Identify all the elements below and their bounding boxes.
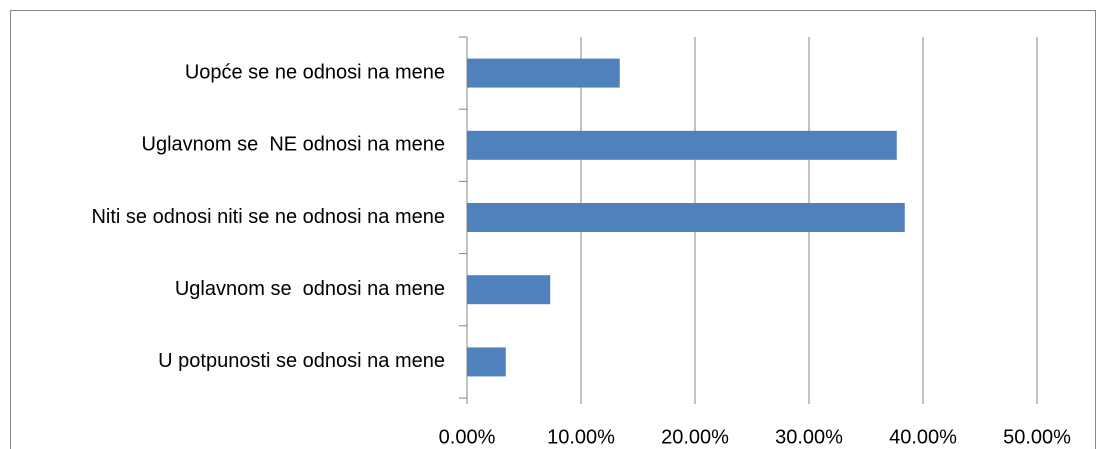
x-tick-label: 30.00%: [775, 426, 843, 448]
x-tick-label: 20.00%: [661, 426, 729, 448]
y-tick-label: Uopće se ne odnosi na mene: [185, 61, 445, 83]
y-tick-label: Uglavnom se odnosi na mene: [175, 278, 445, 300]
y-tick-label: Niti se odnosi niti se ne odnosi na mene: [91, 206, 445, 228]
bar: [467, 347, 506, 377]
x-tick-label: 50.00%: [1003, 426, 1071, 448]
y-tick-label: Uglavnom se NE odnosi na mene: [142, 134, 446, 156]
bar: [467, 275, 551, 305]
x-tick-label: 40.00%: [889, 426, 957, 448]
x-tick-label: 10.00%: [547, 426, 615, 448]
x-tick-label: 0.00%: [439, 426, 496, 448]
y-tick-label: U potpunosti se odnosi na mene: [158, 350, 445, 372]
bar: [467, 130, 897, 160]
bar: [467, 203, 905, 232]
bar: [467, 58, 620, 88]
